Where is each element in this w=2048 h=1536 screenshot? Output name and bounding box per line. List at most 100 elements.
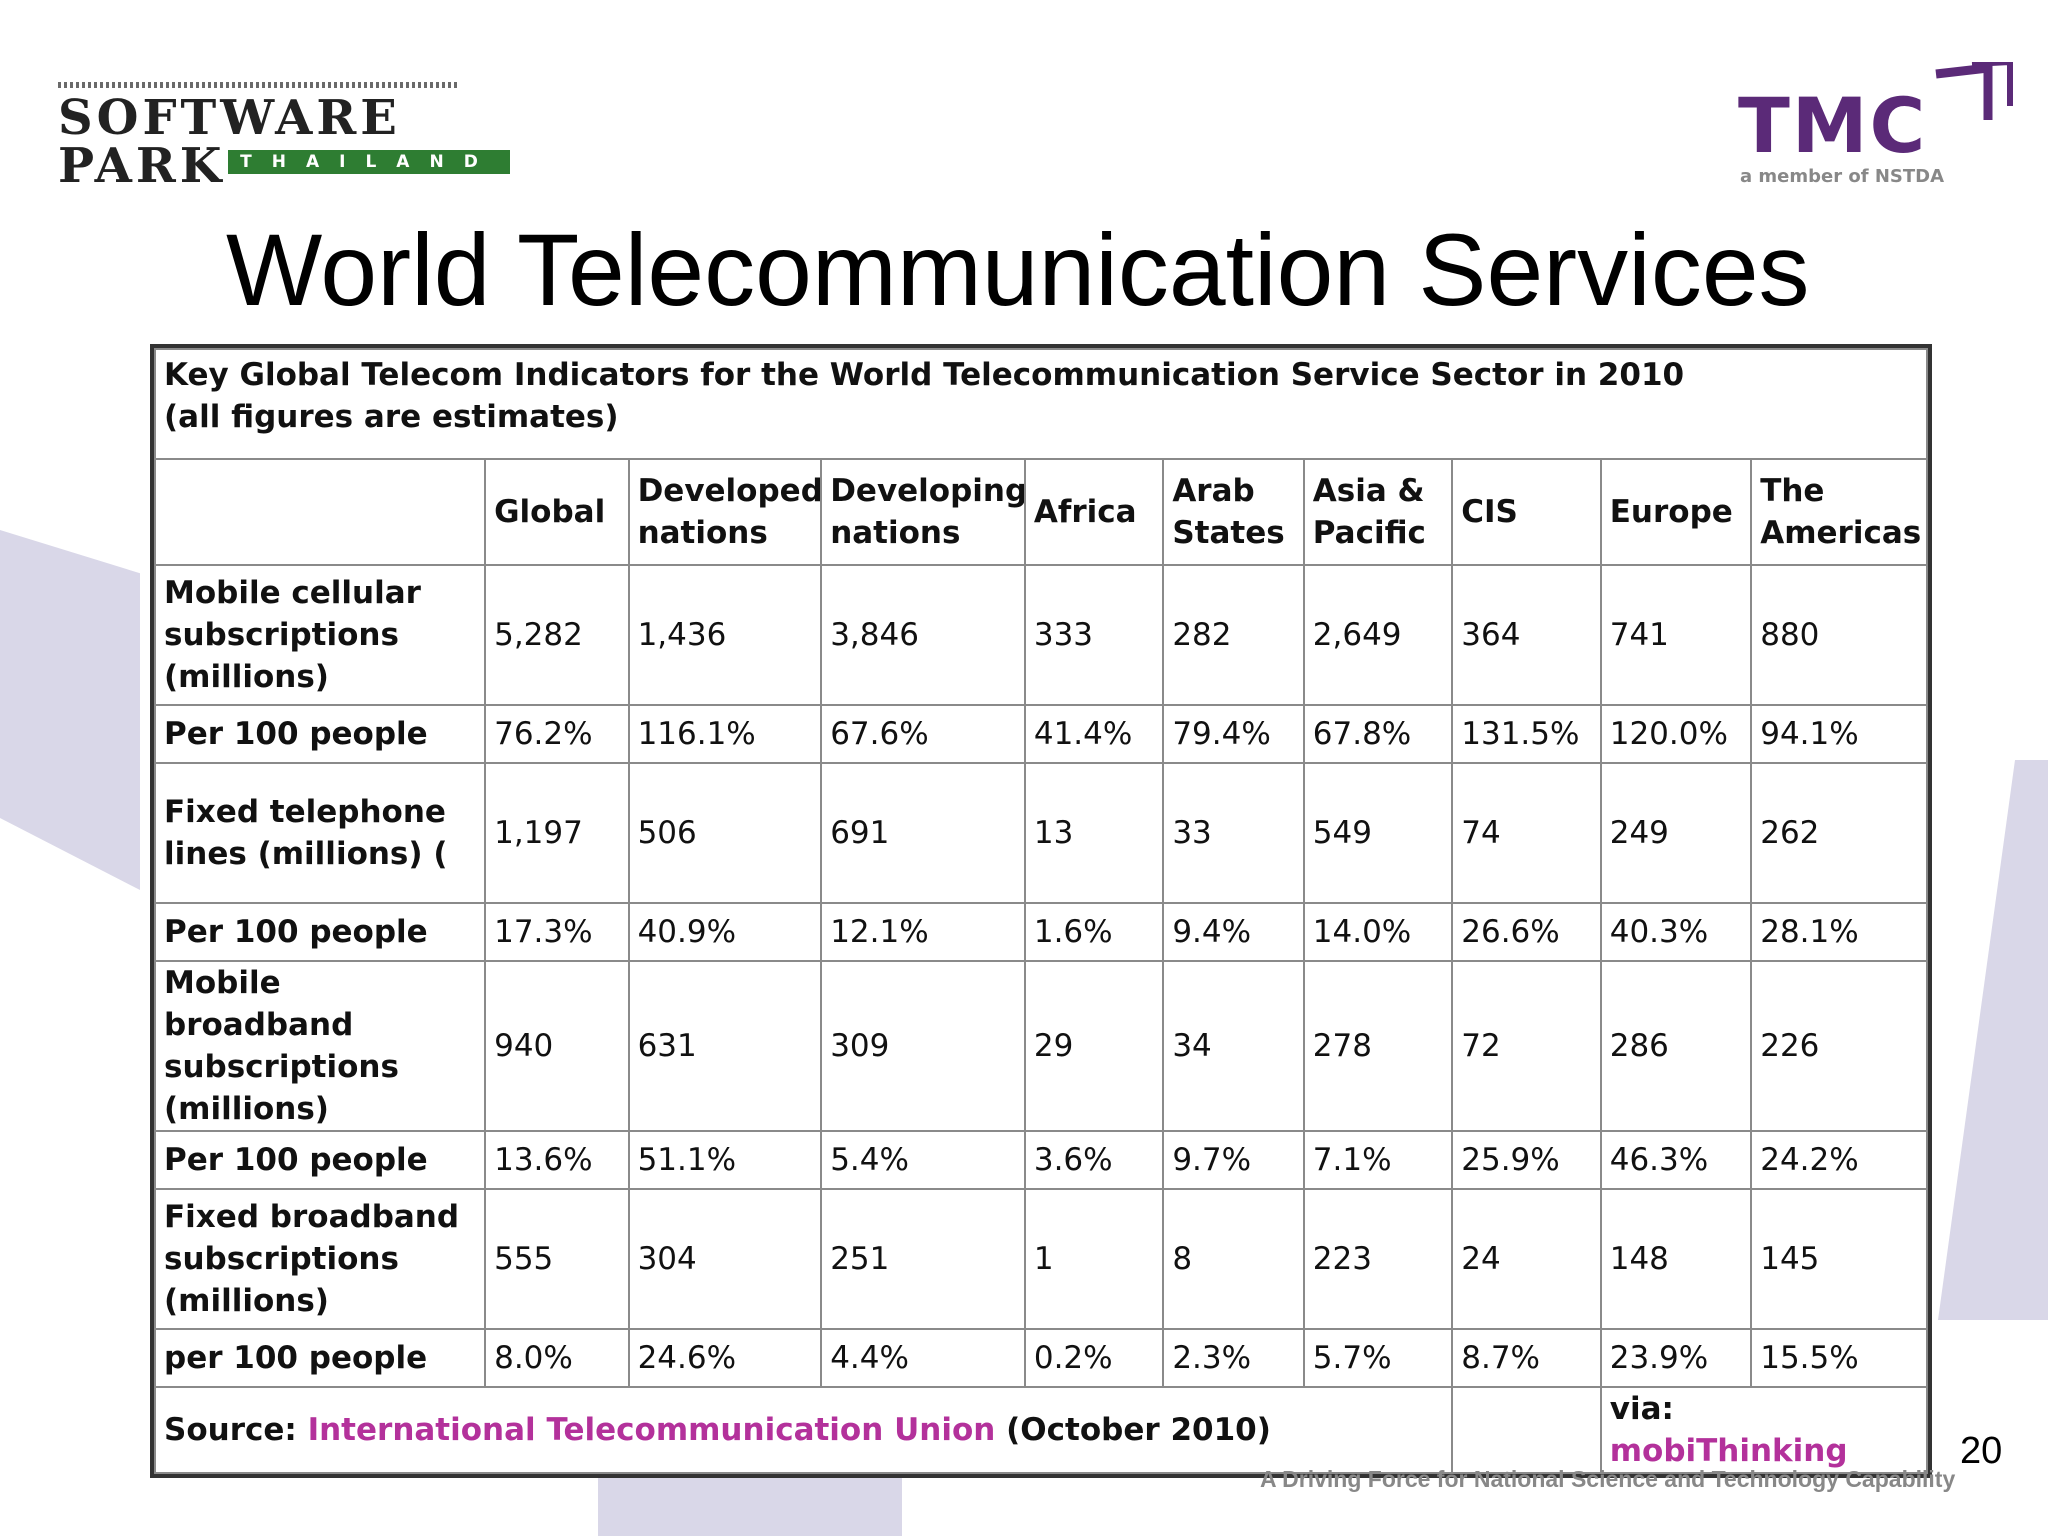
table-cell: 5.7% [1302,1328,1454,1388]
table-cell: 9.7% [1162,1130,1305,1190]
table-caption-title: Key Global Telecom Indicators for the Wo… [164,357,1685,393]
slide-title: World Telecommunication Services [226,213,1810,327]
table-cell: 26.6% [1451,902,1602,962]
decorative-shape-left [0,530,140,890]
table-row: Fixed telephone lines (millions) ( 1,197… [153,762,1928,904]
row-label: Fixed telephone lines (millions) ( [153,762,487,904]
via-link[interactable]: mobiThinking [1609,1433,1848,1469]
column-header-asia-pacific: Asia & Pacific [1302,458,1454,566]
table-cell: 555 [484,1188,630,1330]
column-header-arab-states: Arab States [1162,458,1305,566]
table-cell: 691 [820,762,1026,904]
table-caption: Key Global Telecom Indicators for the Wo… [154,348,1928,460]
table-cell: 15.5% [1750,1328,1928,1388]
table-cell: 3,846 [820,564,1026,706]
table-cell: 2.3% [1162,1328,1305,1388]
table-cell: 94.1% [1750,704,1928,764]
table-cell: 148 [1599,1188,1753,1330]
row-label: Mobile broadband subscriptions (millions… [153,960,487,1132]
table-cell: 24.2% [1750,1130,1928,1190]
table-cell: 1 [1023,1188,1165,1330]
row-label: Fixed broadband subscriptions (millions) [153,1188,487,1330]
via-cell: via: mobiThinking [1599,1386,1929,1474]
page-number: 20 [1960,1430,2003,1472]
table-cell: 1,197 [484,762,630,904]
table-cell: 116.1% [627,704,823,764]
table-row: per 100 people 8.0% 24.6% 4.4% 0.2% 2.3%… [153,1328,1928,1388]
table-cell: 262 [1750,762,1928,904]
table-cell: 74 [1451,762,1602,904]
table-cell: 364 [1451,564,1602,706]
table-cell: 14.0% [1302,902,1454,962]
table-cell: 5,282 [484,564,630,706]
decorative-shape-right [1938,760,2048,1320]
column-header [153,458,487,566]
tmc-logo-subtitle: a member of NSTDA [1740,166,1945,187]
table-cell: 3.6% [1023,1130,1165,1190]
table-row: Per 100 people 13.6% 51.1% 5.4% 3.6% 9.7… [153,1130,1928,1190]
table-cell: 9.4% [1162,902,1305,962]
table-cell: 131.5% [1451,704,1602,764]
table-cell: 28.1% [1750,902,1928,962]
table-cell: 8.0% [484,1328,630,1388]
table-cell: 741 [1599,564,1753,706]
table-cell: 880 [1750,564,1928,706]
table-cell: 34 [1162,960,1305,1132]
logo-dotted-line [58,82,458,88]
table-cell: 25.9% [1451,1130,1602,1190]
via-prefix: via: [1609,1391,1674,1427]
table-cell: 67.6% [820,704,1026,764]
table-cell: 286 [1599,960,1753,1132]
tmc-logo-text: TMC [1738,81,1928,170]
table-cell: 8 [1162,1188,1305,1330]
table-cell: 33 [1162,762,1305,904]
table-cell: 7.1% [1302,1130,1454,1190]
table-cell: 309 [820,960,1026,1132]
table-row: Mobile cellular subscriptions (millions)… [153,564,1928,706]
footer-tagline: A Driving Force for National Science and… [1260,1466,1956,1492]
software-park-logo: SOFTWARE PARK THAILAND [58,82,510,190]
table-cell: 223 [1302,1188,1454,1330]
source-prefix: Source: [164,1412,297,1448]
telecom-indicators-table: Key Global Telecom Indicators for the Wo… [150,344,1932,1478]
tmc-logo: TMC a member of NSTDA [1738,62,2018,192]
table-cell: 40.3% [1599,902,1753,962]
column-header-developing: Developing nations [820,458,1026,566]
table-caption-note: (all figures are estimates) [164,399,619,435]
row-label: Per 100 people [153,902,487,962]
table-cell: 226 [1750,960,1928,1132]
table-cell: 13 [1023,762,1165,904]
table-row: Mobile broadband subscriptions (millions… [153,960,1928,1132]
source-cell: Source: International Telecommunication … [153,1386,1454,1474]
table-cell: 0.2% [1023,1328,1165,1388]
source-link[interactable]: International Telecommunication Union [307,1412,996,1448]
table-cell: 5.4% [820,1130,1026,1190]
column-header-global: Global [484,458,630,566]
table-row: Per 100 people 76.2% 116.1% 67.6% 41.4% … [153,704,1928,764]
table-cell: 72 [1451,960,1602,1132]
table-cell: 4.4% [820,1328,1026,1388]
table-cell: 120.0% [1599,704,1753,764]
table-cell: 278 [1302,960,1454,1132]
table-cell: 23.9% [1599,1328,1753,1388]
table-cell: 46.3% [1599,1130,1753,1190]
table-cell: 51.1% [627,1130,823,1190]
table-cell: 251 [820,1188,1026,1330]
table-cell: 249 [1599,762,1753,904]
table-row: Per 100 people 17.3% 40.9% 12.1% 1.6% 9.… [153,902,1928,962]
table-cell: 549 [1302,762,1454,904]
table-cell: 24 [1451,1188,1602,1330]
column-header-africa: Africa [1023,458,1165,566]
table-cell: 1,436 [627,564,823,706]
tmc-logo-mark-icon [1935,62,2013,120]
table-cell: 940 [484,960,630,1132]
table-cell: 12.1% [820,902,1026,962]
logo-country: THAILAND [228,150,510,174]
table-cell: 506 [627,762,823,904]
table-cell: 13.6% [484,1130,630,1190]
table-cell: 282 [1162,564,1305,706]
table-cell: 76.2% [484,704,630,764]
table-source-row: Source: International Telecommunication … [153,1386,1929,1474]
source-empty-cell [1451,1386,1602,1474]
table-cell: 333 [1023,564,1165,706]
